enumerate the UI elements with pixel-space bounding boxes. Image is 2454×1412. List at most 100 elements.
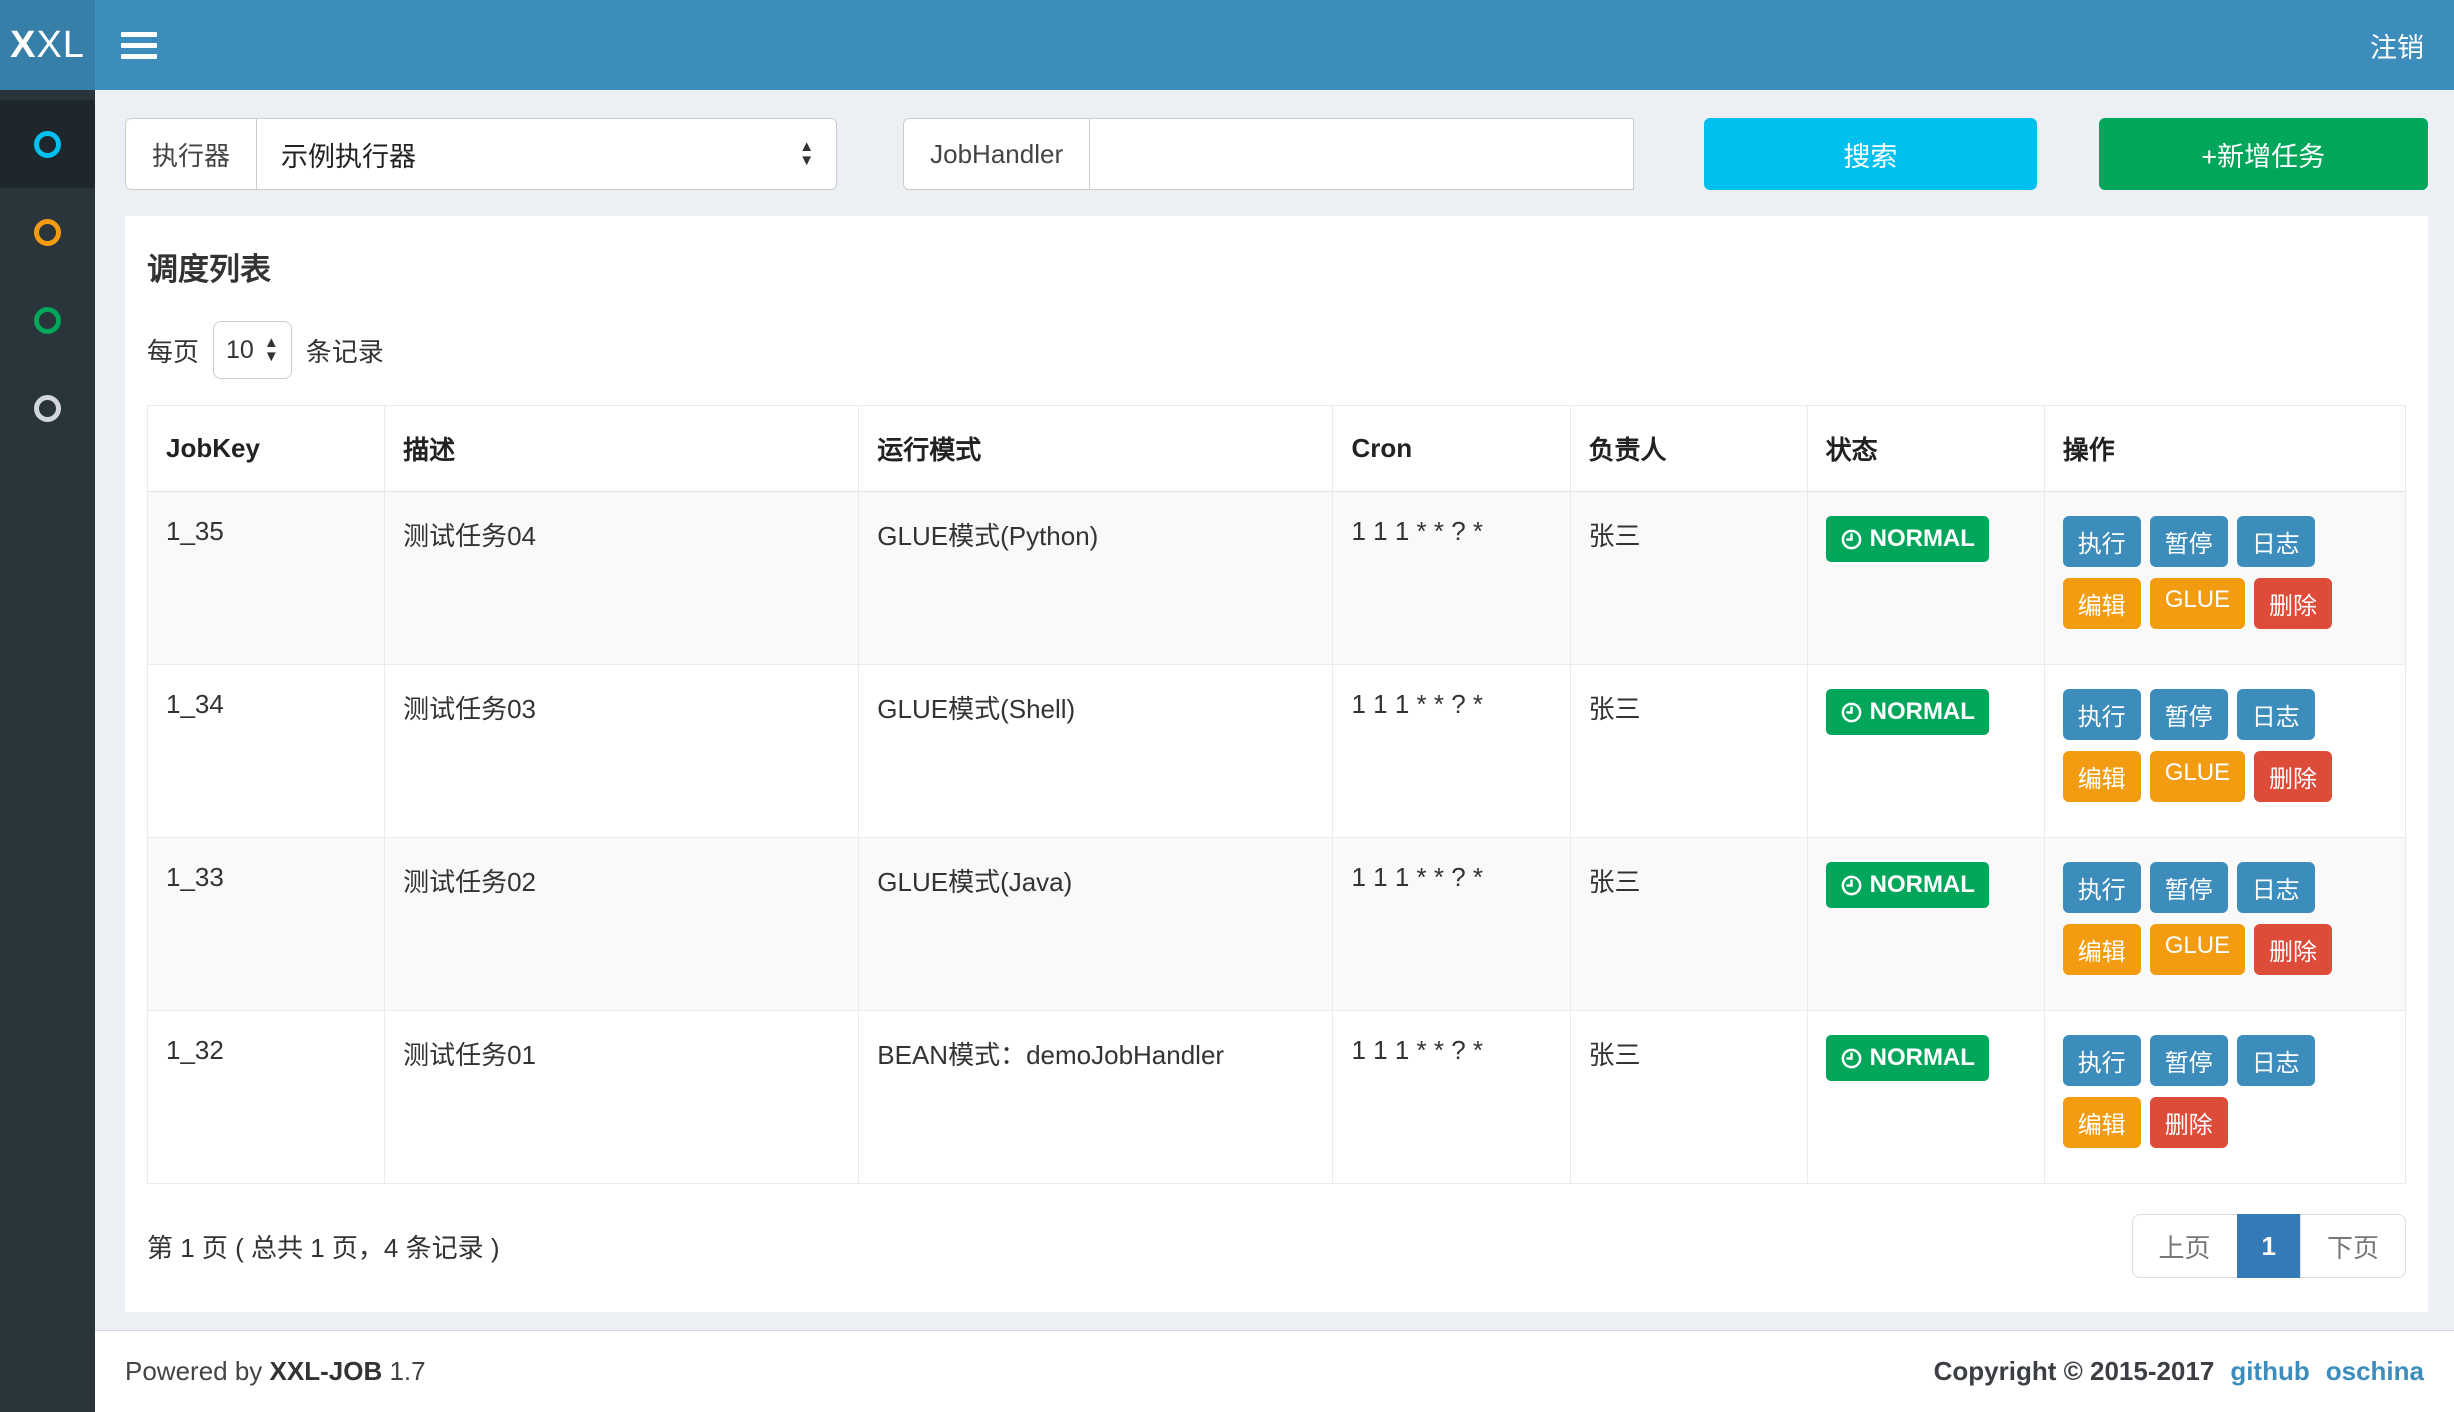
logout-link[interactable]: 注销 xyxy=(2370,32,2424,63)
status-badge: NORMAL xyxy=(1825,862,1989,908)
col-status: 状态 xyxy=(1806,405,2045,492)
run-button[interactable]: 执行 xyxy=(2062,689,2141,740)
cell-mode: BEAN模式：demoJobHandler xyxy=(858,1010,1334,1184)
edit-button[interactable]: 编辑 xyxy=(2062,751,2141,802)
jobhandler-group: JobHandler xyxy=(903,118,1635,190)
cell-owner: 张三 xyxy=(1569,1010,1808,1184)
delete-button[interactable]: 删除 xyxy=(2254,751,2333,802)
page-size-prefix: 每页 xyxy=(147,336,200,367)
log-button[interactable]: 日志 xyxy=(2236,689,2315,740)
executor-select-value: 示例执行器 xyxy=(281,141,417,172)
col-mode: 运行模式 xyxy=(858,405,1334,492)
sidebar xyxy=(0,90,95,1412)
sidebar-item-3[interactable] xyxy=(0,276,95,364)
clock-icon xyxy=(1841,875,1861,895)
current-page-button[interactable]: 1 xyxy=(2236,1214,2301,1278)
powered-by-prefix: Powered by xyxy=(125,1356,263,1386)
clock-icon xyxy=(1841,702,1861,722)
github-link[interactable]: github xyxy=(2230,1356,2310,1386)
sidebar-item-job-manage[interactable] xyxy=(0,100,95,188)
clock-icon xyxy=(1841,529,1861,549)
product-name: XXL-JOB xyxy=(269,1356,383,1386)
panel-title: 调度列表 xyxy=(147,252,271,287)
next-page-button[interactable]: 下页 xyxy=(2299,1214,2406,1278)
cell-desc: 测试任务04 xyxy=(384,491,860,665)
footer: Powered by XXL-JOB 1.7 Copyright © 2015-… xyxy=(95,1330,2454,1412)
cell-desc: 测试任务03 xyxy=(384,664,860,838)
cell-mode: GLUE模式(Python) xyxy=(858,491,1334,665)
pause-button[interactable]: 暂停 xyxy=(2149,689,2228,740)
table-header-row: JobKey 描述 运行模式 Cron 负责人 状态 操作 xyxy=(146,405,2407,492)
cell-mode: GLUE模式(Java) xyxy=(858,837,1334,1011)
run-button[interactable]: 执行 xyxy=(2062,862,2141,913)
cell-jobkey: 1_32 xyxy=(146,1010,386,1184)
log-button[interactable]: 日志 xyxy=(2236,1035,2315,1086)
cell-actions: 执行 暂停 日志 编辑 GLUE 删除 xyxy=(2043,491,2407,665)
delete-button[interactable]: 删除 xyxy=(2254,924,2333,975)
page-size-suffix: 条记录 xyxy=(305,336,384,367)
glue-button[interactable]: GLUE xyxy=(2149,578,2246,629)
pagination-info: 第 1 页 ( 总共 1 页，4 条记录 ) xyxy=(147,1232,500,1263)
prev-page-button[interactable]: 上页 xyxy=(2131,1214,2238,1278)
pause-button[interactable]: 暂停 xyxy=(2149,862,2228,913)
circle-o-icon xyxy=(34,306,61,334)
col-desc: 描述 xyxy=(384,405,860,492)
col-jobkey: JobKey xyxy=(146,405,386,492)
cell-cron: 1 1 1 * * ? * xyxy=(1332,1010,1571,1184)
pause-button[interactable]: 暂停 xyxy=(2149,1035,2228,1086)
table-row: 1_34 测试任务03 GLUE模式(Shell) 1 1 1 * * ? * … xyxy=(146,664,2407,838)
table-row: 1_35 测试任务04 GLUE模式(Python) 1 1 1 * * ? *… xyxy=(146,491,2407,665)
cell-status: NORMAL xyxy=(1806,664,2045,838)
cell-actions: 执行 暂停 日志 编辑 GLUE 删除 xyxy=(2043,837,2407,1011)
cell-owner: 张三 xyxy=(1569,491,1808,665)
cell-owner: 张三 xyxy=(1569,837,1808,1011)
circle-o-icon xyxy=(34,218,61,246)
glue-button[interactable]: GLUE xyxy=(2149,924,2246,975)
copyright-text: Copyright © 2015-2017 xyxy=(1933,1356,2215,1386)
cell-status: NORMAL xyxy=(1806,491,2045,665)
cell-cron: 1 1 1 * * ? * xyxy=(1332,491,1571,665)
pause-button[interactable]: 暂停 xyxy=(2149,516,2228,567)
delete-button[interactable]: 删除 xyxy=(2254,578,2333,629)
cell-desc: 测试任务02 xyxy=(384,837,860,1011)
edit-button[interactable]: 编辑 xyxy=(2062,1097,2141,1148)
cell-actions: 执行 暂停 日志 编辑 GLUE 删除 xyxy=(2043,664,2407,838)
jobhandler-label: JobHandler xyxy=(903,118,1090,190)
log-button[interactable]: 日志 xyxy=(2236,862,2315,913)
edit-button[interactable]: 编辑 xyxy=(2062,924,2141,975)
executor-label: 执行器 xyxy=(125,118,257,190)
page-size-select[interactable]: 10 ▲ ▼ xyxy=(213,321,292,379)
status-badge: NORMAL xyxy=(1825,1035,1989,1081)
cell-desc: 测试任务01 xyxy=(384,1010,860,1184)
executor-select[interactable]: 示例执行器 ▲ ▼ xyxy=(256,118,838,190)
page-size-value: 10 xyxy=(226,335,254,364)
status-badge: NORMAL xyxy=(1825,516,1989,562)
oschina-link[interactable]: oschina xyxy=(2325,1356,2424,1386)
log-button[interactable]: 日志 xyxy=(2236,516,2315,567)
cell-cron: 1 1 1 * * ? * xyxy=(1332,837,1571,1011)
col-actions: 操作 xyxy=(2043,405,2407,492)
top-navbar: X XL 注销 xyxy=(0,0,2454,90)
app-logo-rest: XL xyxy=(36,23,85,66)
edit-button[interactable]: 编辑 xyxy=(2062,578,2141,629)
table-row: 1_33 测试任务02 GLUE模式(Java) 1 1 1 * * ? * 张… xyxy=(146,837,2407,1011)
circle-o-icon xyxy=(34,130,61,158)
circle-o-icon xyxy=(34,394,61,422)
footer-right: Copyright © 2015-2017 github oschina xyxy=(1934,1356,2424,1387)
add-job-button[interactable]: +新增任务 xyxy=(2098,118,2428,190)
search-button[interactable]: 搜索 xyxy=(1704,118,2037,190)
pager: 上页 1 下页 xyxy=(2131,1214,2406,1278)
clock-icon xyxy=(1841,1048,1861,1068)
delete-button[interactable]: 删除 xyxy=(2149,1097,2228,1148)
page-size-control: 每页 10 ▲ ▼ 条记录 xyxy=(147,321,2406,379)
run-button[interactable]: 执行 xyxy=(2062,1035,2141,1086)
sidebar-item-2[interactable] xyxy=(0,188,95,276)
jobhandler-input[interactable] xyxy=(1089,118,1635,190)
app-logo[interactable]: X XL xyxy=(0,0,95,90)
sidebar-toggle-icon[interactable] xyxy=(121,15,181,75)
powered-by: Powered by XXL-JOB 1.7 xyxy=(125,1356,426,1387)
glue-button[interactable]: GLUE xyxy=(2149,751,2246,802)
run-button[interactable]: 执行 xyxy=(2062,516,2141,567)
cell-status: NORMAL xyxy=(1806,1010,2045,1184)
sidebar-item-4[interactable] xyxy=(0,364,95,452)
